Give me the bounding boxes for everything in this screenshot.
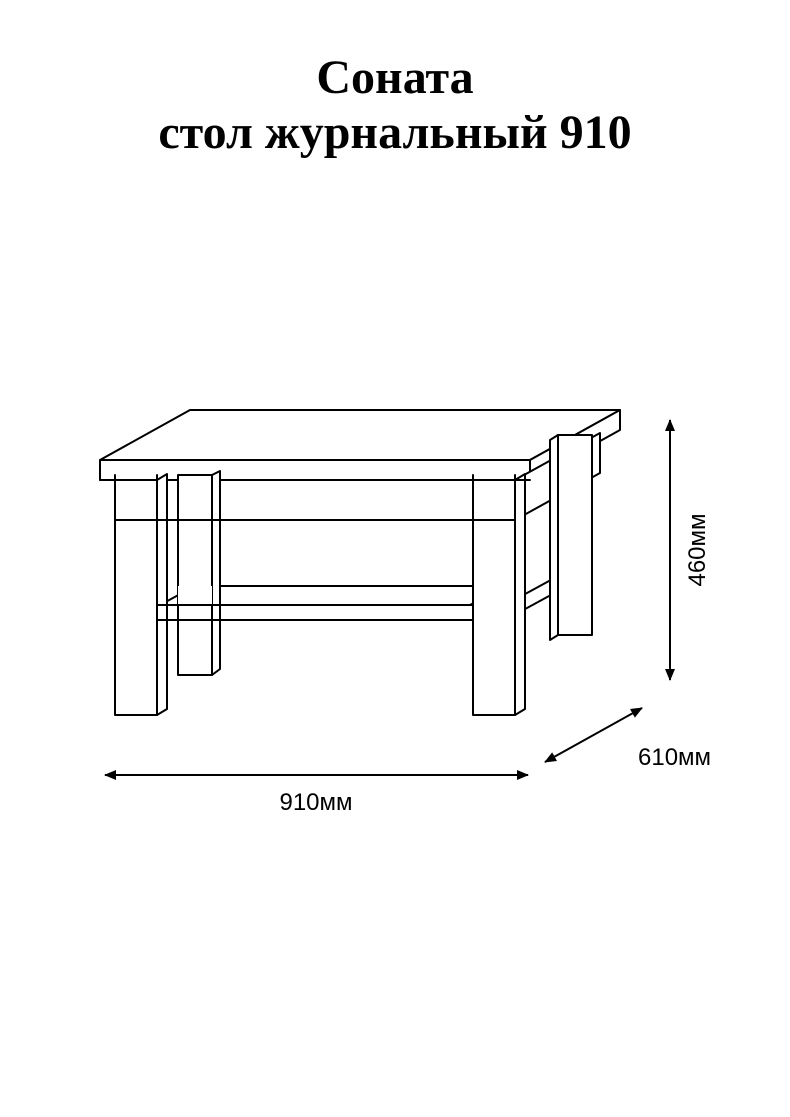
dimension-depth-label: 610мм [638, 744, 711, 771]
dimension-height-label: 460мм [684, 513, 711, 586]
table-outline [100, 410, 620, 715]
title-block: Соната стол журнальный 910 [0, 50, 790, 160]
title-line-2: стол журнальный 910 [0, 105, 790, 160]
technical-drawing: 910мм 610мм 460мм [60, 380, 730, 880]
dimension-width: 910мм [105, 775, 528, 816]
dimension-height: 460мм [670, 420, 711, 680]
dimension-width-label: 910мм [279, 789, 352, 816]
dimension-depth: 610мм [545, 708, 711, 771]
title-line-1: Соната [0, 50, 790, 105]
page: Соната стол журнальный 910 [0, 0, 790, 1117]
